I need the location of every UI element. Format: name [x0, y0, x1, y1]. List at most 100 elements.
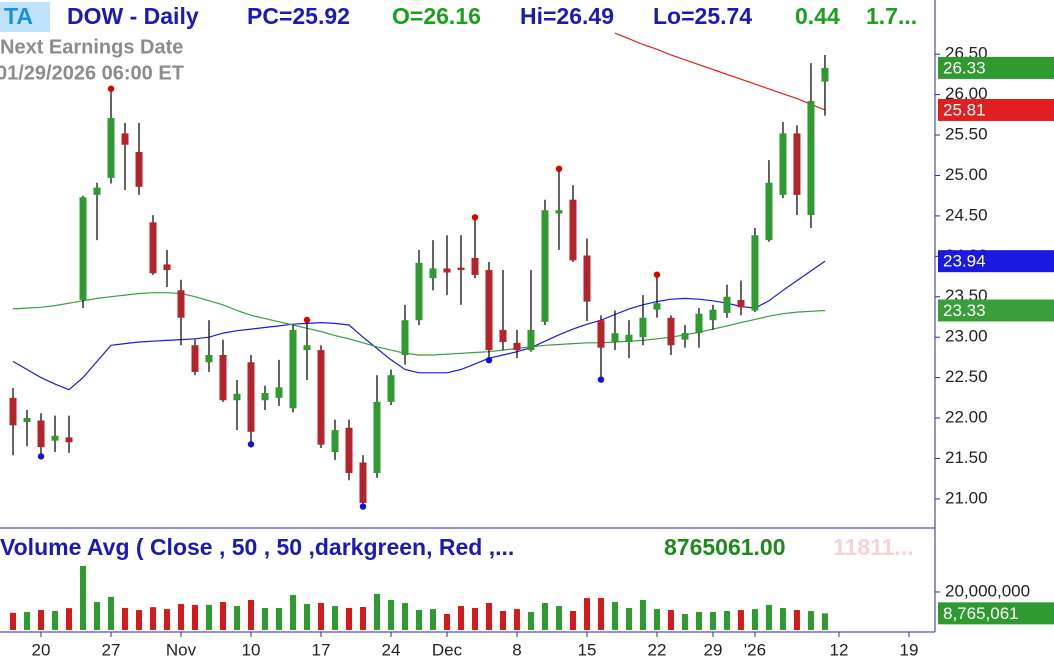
y-tick-label: 21.00 [945, 488, 988, 507]
x-tick-label: Nov [166, 640, 197, 659]
candle-body [779, 133, 787, 195]
volume-bar [541, 603, 548, 630]
price-badge [938, 299, 1054, 322]
volume-bar [359, 606, 366, 630]
volume-bar [38, 610, 45, 630]
volume-bar [317, 603, 324, 630]
marks: 20 27 Nov 10 17 24 Dec 8 15 22 29 '26 12 19 21.00 21.50… [9, 32, 1054, 659]
x-tick-label: 27 [102, 640, 121, 659]
candle-body [415, 262, 423, 321]
volume-bar [639, 599, 646, 630]
candle-body [373, 401, 381, 474]
candle-body [555, 210, 563, 214]
swing-high-dot [653, 271, 661, 278]
volume-bar [765, 604, 772, 630]
volume-bar [653, 609, 660, 630]
candle-body [765, 182, 773, 241]
y-tick-label: 23.00 [945, 327, 988, 346]
volume-bar [345, 607, 352, 630]
volume-bar [290, 595, 297, 630]
candle-body [219, 354, 227, 401]
y-tick-label: 25.00 [945, 165, 988, 184]
stat: Hi=26.49 [520, 3, 614, 29]
price-badge-label: 26.33 [943, 58, 986, 77]
candle-body [9, 397, 17, 426]
x-tick-label: 19 [900, 640, 919, 659]
volume-bar [387, 599, 394, 630]
volume-bar [485, 603, 492, 630]
volume-bar [737, 610, 744, 630]
candle-body [583, 255, 591, 302]
candle-body [107, 118, 115, 178]
volume-badge-label: 8,765,061 [943, 604, 1019, 623]
volume-bar [457, 606, 464, 630]
y-tick-label: 22.00 [945, 408, 988, 427]
candle-body [541, 210, 549, 322]
y-tick-label: 20,000,000 [945, 581, 1030, 600]
volume-bar [429, 609, 436, 630]
candle-body [275, 387, 283, 398]
volume-bar [807, 610, 814, 630]
candle-body [135, 152, 143, 187]
swing-high-dot [471, 214, 479, 221]
volume-bar [108, 596, 115, 630]
swing-low-dot [597, 376, 605, 383]
volume-bar [178, 603, 185, 630]
volume-bar [192, 604, 199, 630]
volume-bar [583, 598, 590, 630]
volume-bar [80, 565, 87, 630]
volume-bar [471, 607, 478, 630]
x-tick-label: 8 [512, 640, 521, 659]
volume-badge [938, 602, 1054, 625]
volume-bar [304, 603, 311, 630]
candle-body [121, 133, 129, 145]
volume-bar [262, 607, 269, 630]
volume-bar [527, 611, 534, 630]
x-tick-label: 15 [578, 640, 597, 659]
volume-bar [24, 611, 31, 630]
stat: 1.7... [866, 3, 917, 29]
price-badge [938, 250, 1054, 273]
y-tick-label: 25.50 [945, 125, 988, 144]
candle-body [51, 435, 59, 441]
volume-bar [206, 604, 213, 630]
swing-low-dot [247, 441, 255, 448]
candle-body [737, 299, 745, 308]
candle-body [723, 296, 731, 313]
candle-body [793, 133, 801, 195]
volume-bar [234, 606, 241, 630]
symbol-badge-text: TA [4, 3, 33, 29]
candle-body [807, 101, 815, 216]
volume-bar [66, 608, 73, 630]
candle-body [261, 392, 269, 401]
volume-bar [443, 614, 450, 630]
volume-bar [513, 609, 520, 630]
volume-bar [625, 607, 632, 630]
stat: Lo=25.74 [653, 3, 752, 29]
volume-bar [164, 609, 171, 630]
volume-bar [331, 606, 338, 630]
volume-bar [276, 607, 283, 630]
header: TA DOW - Daily PC=25.92 O=26.16 Hi=26.49… [0, 2, 917, 560]
x-tick-label: 29 [704, 640, 723, 659]
swing-high-dot [555, 165, 563, 173]
candle-body [289, 329, 297, 409]
x-tick-label: 10 [242, 640, 261, 659]
candle-body [527, 329, 535, 351]
candle-body [387, 375, 395, 402]
candle-body [79, 197, 87, 300]
symbol-badge [0, 2, 50, 32]
candle-body [485, 270, 493, 351]
candle-body [499, 329, 507, 343]
candle-body [513, 342, 521, 351]
annotation: Next Earnings Date [0, 36, 183, 58]
candle-body [597, 320, 605, 348]
candle-body [163, 264, 171, 271]
volume-bar [52, 610, 59, 630]
price-badge-label: 23.33 [943, 301, 986, 320]
x-tick-label: 22 [648, 640, 667, 659]
x-tick-label: 12 [830, 640, 849, 659]
moving-average-line [614, 32, 826, 111]
volume-bar [373, 593, 380, 630]
